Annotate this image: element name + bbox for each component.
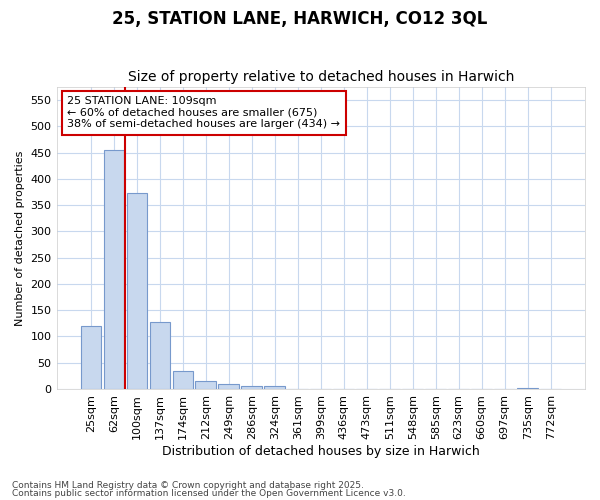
Text: 25 STATION LANE: 109sqm
← 60% of detached houses are smaller (675)
38% of semi-d: 25 STATION LANE: 109sqm ← 60% of detache… xyxy=(67,96,340,130)
Bar xyxy=(265,386,285,389)
Bar xyxy=(80,326,101,389)
Bar xyxy=(241,386,262,389)
Bar xyxy=(104,150,124,389)
Bar xyxy=(196,381,216,389)
Title: Size of property relative to detached houses in Harwich: Size of property relative to detached ho… xyxy=(128,70,514,85)
Y-axis label: Number of detached properties: Number of detached properties xyxy=(15,150,25,326)
Bar xyxy=(218,384,239,389)
Bar xyxy=(127,193,147,389)
X-axis label: Distribution of detached houses by size in Harwich: Distribution of detached houses by size … xyxy=(162,444,479,458)
Bar xyxy=(517,388,538,389)
Text: Contains HM Land Registry data © Crown copyright and database right 2025.: Contains HM Land Registry data © Crown c… xyxy=(12,481,364,490)
Text: 25, STATION LANE, HARWICH, CO12 3QL: 25, STATION LANE, HARWICH, CO12 3QL xyxy=(112,10,488,28)
Text: Contains public sector information licensed under the Open Government Licence v3: Contains public sector information licen… xyxy=(12,488,406,498)
Bar xyxy=(149,322,170,389)
Bar xyxy=(173,370,193,389)
